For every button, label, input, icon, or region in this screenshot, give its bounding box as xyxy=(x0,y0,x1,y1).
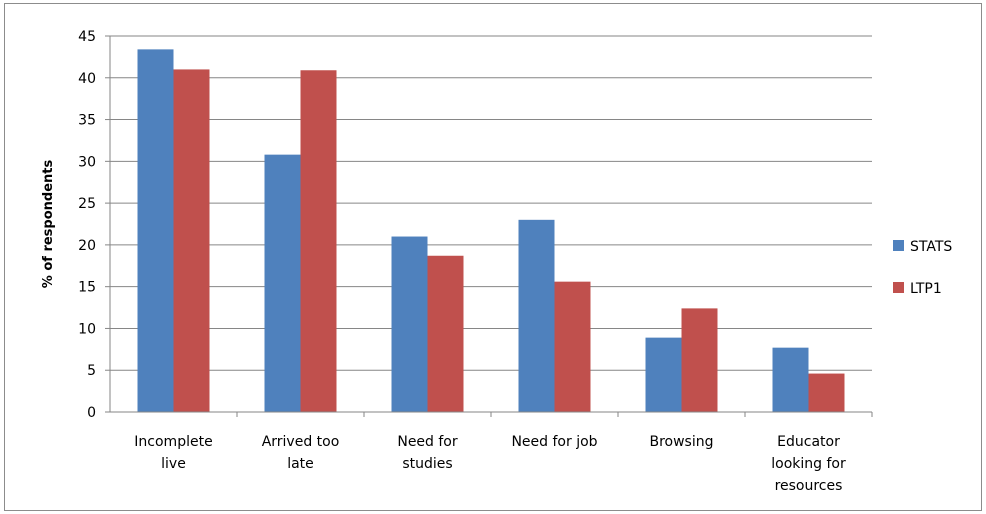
y-tick-label: 15 xyxy=(78,280,96,296)
legend-label-stats: STATS xyxy=(910,239,952,255)
x-tick-label: studies xyxy=(402,456,452,472)
x-tick-label: live xyxy=(161,456,186,472)
bar-stats xyxy=(264,154,301,412)
y-tick-label: 45 xyxy=(78,29,96,45)
bar-stats xyxy=(391,236,428,412)
bar-stats xyxy=(518,219,555,412)
bar-ltp1 xyxy=(681,308,718,412)
y-tick-label: 5 xyxy=(87,363,96,379)
x-tick-labels: Incomplete live Arrived too late Need for stu… xyxy=(134,434,846,494)
y-tick-label: 10 xyxy=(78,321,96,337)
x-tick-label: Need for job xyxy=(511,434,597,450)
bars xyxy=(137,49,845,412)
x-tick-label: Browsing xyxy=(649,434,713,450)
bar-ltp1 xyxy=(300,70,337,412)
x-tick-label: Incomplete xyxy=(134,434,212,450)
legend: STATS LTP1 xyxy=(893,239,952,297)
gridlines xyxy=(105,35,873,417)
legend-swatch-stats xyxy=(893,240,904,251)
bar-ltp1 xyxy=(554,281,591,412)
y-tick-label: 40 xyxy=(78,71,96,87)
legend-label-ltp1: LTP1 xyxy=(910,281,942,297)
legend-swatch-ltp1 xyxy=(893,282,904,293)
y-tick-label: 25 xyxy=(78,196,96,212)
x-tick-label: Need for xyxy=(397,434,458,450)
y-tick-label: 20 xyxy=(78,238,96,254)
x-tick-label: Arrived too xyxy=(262,434,340,450)
bar-ltp1 xyxy=(173,69,210,412)
x-tick-label: Educator xyxy=(777,434,840,450)
bar-stats xyxy=(137,49,174,412)
bar-stats xyxy=(772,347,809,412)
bar-ltp1 xyxy=(808,373,845,412)
x-tick-label: resources xyxy=(775,478,843,494)
y-tick-label: 30 xyxy=(78,154,96,170)
bar-stats xyxy=(645,337,682,412)
y-tick-labels: 0 5 10 15 20 25 30 35 40 45 xyxy=(78,29,96,421)
y-axis-title: % of respondents xyxy=(41,160,56,289)
y-tick-label: 0 xyxy=(87,405,96,421)
x-tick-label: late xyxy=(287,456,314,472)
x-tick-label: looking for xyxy=(771,456,846,472)
y-tick-label: 35 xyxy=(78,113,96,129)
bar-ltp1 xyxy=(427,255,464,412)
